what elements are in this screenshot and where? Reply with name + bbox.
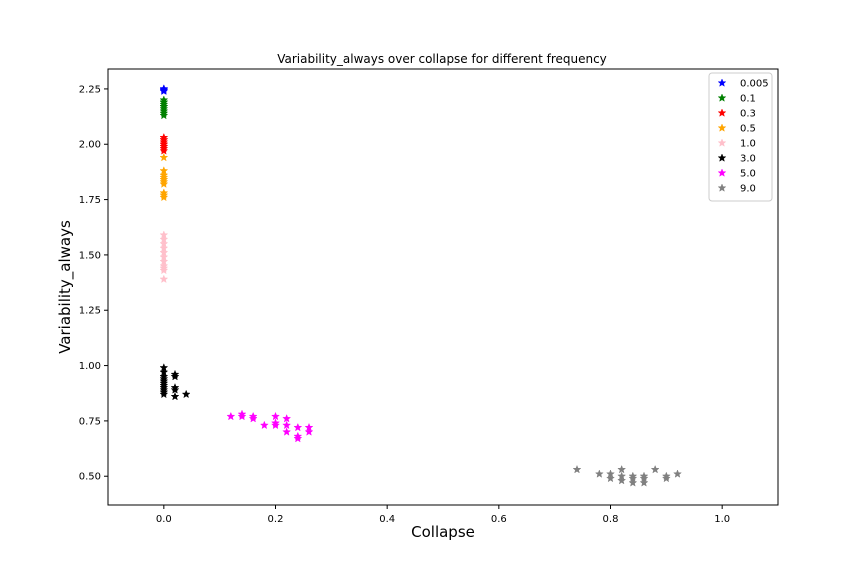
- y-tick-label: 2.00: [79, 140, 101, 151]
- data-point: [606, 473, 615, 483]
- legend-marker: [717, 78, 727, 87]
- data-point: [159, 101, 169, 111]
- data-point: [639, 478, 649, 487]
- data-point: [248, 413, 258, 423]
- series-0.5: [159, 152, 169, 202]
- series-0.005: [159, 84, 169, 95]
- data-point: [282, 413, 292, 423]
- series-3.0: [159, 363, 191, 401]
- data-point: [661, 473, 671, 483]
- data-point: [159, 146, 169, 155]
- legend-box: [708, 72, 773, 202]
- data-point: [159, 86, 169, 95]
- x-axis-label: Collapse: [411, 523, 475, 541]
- series-5.0: [226, 409, 314, 443]
- x-tick-label: 0.4: [379, 514, 395, 525]
- data-point: [293, 433, 303, 443]
- data-point: [304, 427, 314, 436]
- data-point: [617, 464, 627, 474]
- x-tick-label: 0.6: [491, 514, 507, 525]
- data-point: [170, 391, 180, 401]
- data-point: [170, 371, 180, 381]
- data-point: [159, 179, 169, 188]
- data-point: [159, 192, 169, 202]
- data-point: [159, 141, 169, 151]
- x-tick-label: 1.0: [714, 514, 730, 525]
- x-tick-label: 0.8: [603, 514, 619, 525]
- data-point: [650, 464, 660, 474]
- x-tick-label: 0.0: [156, 514, 172, 525]
- y-tick-label: 1.75: [79, 195, 101, 206]
- data-point: [271, 420, 280, 430]
- y-tick-label: 2.25: [79, 84, 101, 95]
- y-axis-ticks: 0.50 0.75 1.00 1.25 1.50 1.75 2.00 2.25: [79, 84, 108, 483]
- data-point: [572, 464, 582, 474]
- y-tick-label: 1.50: [79, 250, 101, 261]
- legend-marker: [717, 123, 727, 132]
- data-point: [282, 427, 292, 436]
- series-0.3: [159, 132, 169, 155]
- data-point: [293, 422, 303, 432]
- data-point: [259, 420, 269, 430]
- y-axis-label: Variability_always: [56, 220, 75, 354]
- data-point: [594, 469, 604, 478]
- data-point: [282, 420, 292, 430]
- plot-frame: [107, 68, 779, 506]
- data-point: [617, 475, 627, 485]
- y-tick-label: 0.50: [79, 472, 101, 483]
- legend-marker: [717, 138, 727, 147]
- legend-marker: [717, 183, 727, 192]
- y-tick-label: 1.00: [79, 361, 101, 372]
- series-0.1: [159, 95, 169, 120]
- legend-marker: [717, 168, 727, 177]
- data-point: [673, 469, 682, 478]
- legend-marker: [717, 153, 727, 162]
- legend-marker: [717, 108, 727, 117]
- y-tick-label: 0.75: [79, 416, 101, 427]
- legend-label: 0.1: [740, 94, 756, 105]
- chart-title: Variability_always over collapse for dif…: [277, 52, 607, 66]
- series-9.0: [572, 464, 682, 487]
- data-point: [271, 411, 280, 421]
- data-points: [159, 84, 682, 487]
- legend-label: 0.5: [740, 124, 756, 135]
- legend-label: 0.005: [740, 79, 769, 90]
- data-point: [237, 411, 247, 421]
- data-point: [628, 478, 638, 487]
- data-point: [159, 389, 169, 399]
- data-point: [159, 265, 169, 275]
- legend-label: 5.0: [740, 169, 756, 180]
- x-tick-label: 0.2: [268, 514, 284, 525]
- x-axis-ticks: 0.0 0.2 0.4 0.6 0.8 1.0: [156, 505, 730, 525]
- legend-label: 1.0: [740, 139, 756, 150]
- data-point: [159, 110, 169, 120]
- data-point: [159, 274, 169, 284]
- legend: 0.005 0.1 0.3 0.5 1.0 3.0 5.0 9.0: [708, 72, 773, 202]
- data-point: [226, 411, 236, 421]
- legend-marker: [717, 93, 727, 102]
- series-1.0: [159, 230, 169, 284]
- legend-label: 9.0: [740, 184, 756, 195]
- data-point: [181, 389, 191, 399]
- data-point: [159, 152, 169, 162]
- legend-label: 3.0: [740, 154, 756, 165]
- y-tick-label: 1.25: [79, 306, 101, 317]
- legend-label: 0.3: [740, 109, 756, 120]
- data-point: [170, 385, 180, 394]
